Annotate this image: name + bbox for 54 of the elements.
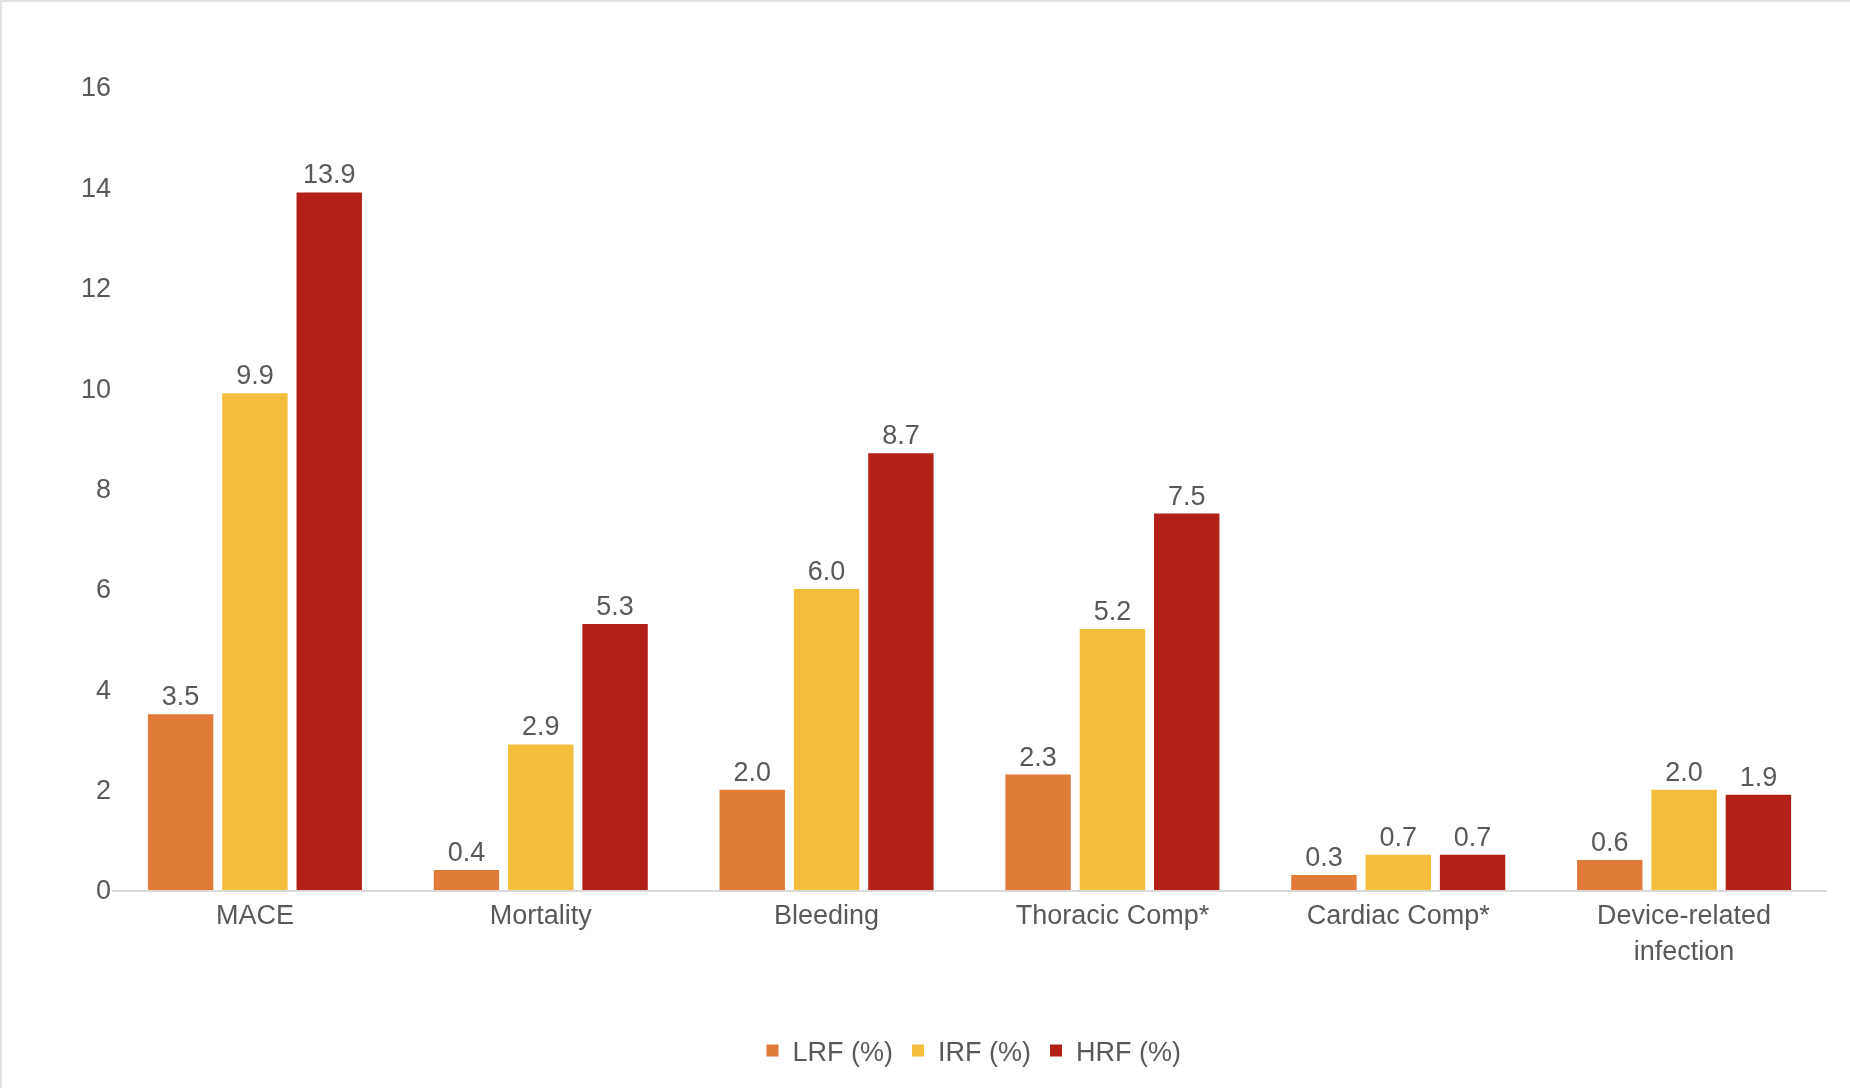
- bar: [868, 453, 934, 890]
- bar: [296, 192, 362, 890]
- y-tick-label: 8: [95, 473, 111, 504]
- y-tick-label: 4: [95, 674, 111, 705]
- bar: [1079, 629, 1146, 890]
- bar: [1365, 854, 1431, 890]
- x-tick-label: Mortality: [489, 900, 593, 931]
- x-tick-label: Device-related infection: [1597, 900, 1772, 966]
- data-label: 3.5: [161, 681, 200, 712]
- y-tick-label: 0: [95, 875, 111, 906]
- y-tick-label: 10: [80, 373, 111, 404]
- data-label: 7.5: [1167, 480, 1206, 511]
- bar: [1725, 794, 1792, 890]
- data-label: 5.3: [596, 591, 634, 622]
- data-label: 0.3: [1305, 841, 1343, 872]
- x-tick-label: MACE: [215, 900, 294, 931]
- bar: [719, 789, 785, 890]
- bar: [582, 624, 648, 890]
- bar: [1439, 854, 1506, 890]
- bar: [1154, 513, 1220, 890]
- bar: [222, 393, 288, 890]
- data-label: 8.7: [882, 420, 920, 451]
- y-tick-label: 14: [80, 172, 111, 203]
- data-label: 2.0: [733, 756, 772, 787]
- data-label: 0.7: [1379, 821, 1418, 852]
- bar: [1651, 789, 1717, 890]
- data-label: 0.7: [1453, 821, 1492, 852]
- bar: [508, 744, 574, 890]
- bar: [1291, 874, 1357, 890]
- data-label: 13.9: [302, 159, 356, 190]
- y-tick-label: 12: [80, 273, 111, 304]
- legend-label: LRF (%): [792, 1037, 893, 1068]
- data-label: 1.9: [1739, 761, 1778, 792]
- bar: [1005, 774, 1071, 890]
- data-label: 9.9: [236, 360, 274, 391]
- bar: [147, 714, 214, 890]
- data-label: 5.2: [1093, 596, 1132, 627]
- data-label: 2.0: [1665, 756, 1703, 787]
- bar: [793, 588, 860, 890]
- legend-label: IRF (%): [938, 1037, 1031, 1068]
- data-label: 2.3: [1019, 741, 1057, 772]
- x-tick-label: Bleeding: [774, 900, 880, 931]
- x-tick-label: Cardiac Comp*: [1306, 900, 1491, 931]
- y-tick-label: 2: [95, 775, 111, 806]
- bar: [1577, 859, 1643, 890]
- y-tick-label: 6: [95, 574, 111, 605]
- x-tick-label: Thoracic Comp*: [1015, 900, 1210, 931]
- legend-label: HRF (%): [1075, 1037, 1181, 1068]
- data-label: 0.4: [447, 836, 486, 867]
- bar: [433, 869, 500, 890]
- data-label: 2.9: [521, 711, 560, 742]
- data-label: 0.6: [1591, 826, 1629, 857]
- y-tick-label: 16: [80, 72, 111, 103]
- data-label: 6.0: [807, 555, 846, 586]
